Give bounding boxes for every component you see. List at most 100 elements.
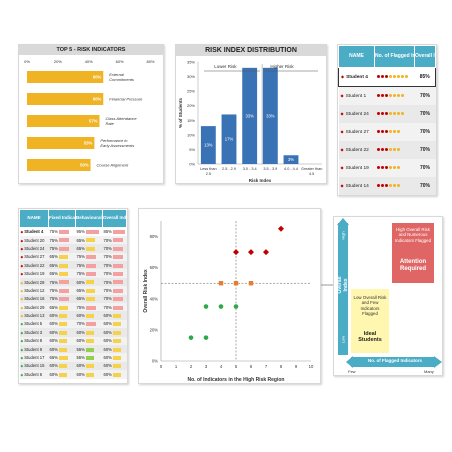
scatter-point[interactable] [278, 225, 284, 232]
table-row[interactable]: ◆Student 29 65% 75% 70% [19, 303, 127, 312]
scatter-point[interactable] [218, 304, 224, 309]
scatter-point[interactable] [248, 249, 254, 256]
scatter-point[interactable] [203, 335, 209, 340]
table-row[interactable]: ◆Student 6 60% 60% 60% [19, 370, 127, 379]
value-bar [112, 297, 123, 302]
flag-dot-icon [376, 166, 380, 170]
flag-dot-icon [384, 184, 388, 188]
fixed-cell: 75% [49, 278, 76, 286]
flag-dot-icon [388, 75, 392, 79]
col-flagged[interactable]: No. of Flagged Indicators [374, 45, 415, 68]
scatter-point[interactable] [248, 281, 254, 286]
student-name-cell: ◆ Student 1 [339, 87, 375, 106]
table-row[interactable]: ◆Student 29 70% [339, 195, 436, 196]
value-bar [112, 263, 123, 268]
fixed-cell: 65% [49, 269, 76, 277]
table-row[interactable]: ◆Student 22 65% 75% 70% [19, 261, 127, 270]
fixed-cell-value: 60% [49, 338, 58, 344]
x-tick-label: 5 [235, 364, 238, 369]
status-dot-icon: ◆ [20, 372, 24, 377]
student-name-cell: ◆Student 13 [20, 311, 49, 319]
behavioural-cell: 60% [76, 362, 103, 370]
col-name[interactable]: NAME [19, 209, 49, 228]
scatter-point[interactable] [263, 249, 269, 256]
table-row[interactable]: ◆ Student 1 70% [338, 86, 436, 106]
flag-dot-icon [388, 184, 392, 188]
value-bar [112, 364, 122, 369]
behavioural-cell-value: 55% [76, 346, 85, 352]
value-bar [85, 372, 95, 377]
x-tick-label: 2 [190, 364, 193, 369]
table-row[interactable]: ◆Student 17 65% 55% 60% [19, 353, 127, 362]
axis-low-label: Low [340, 335, 346, 344]
table-row[interactable]: ◆Student 27 65% 75% 70% [19, 252, 127, 262]
student-name-cell: ◆Student 4 [20, 228, 49, 236]
col-overall-index[interactable]: Overall Index [414, 45, 436, 68]
table-row[interactable]: ◆ Student 27 70% [338, 123, 436, 141]
scatter-point[interactable] [233, 249, 239, 256]
value-bar [112, 255, 123, 260]
table-row[interactable]: ◆Student 28 75% 60% 70% [19, 277, 127, 287]
bar [283, 155, 299, 164]
table-row[interactable]: ◆Student 19 65% 75% 70% [19, 269, 127, 278]
table-row[interactable]: ◆Student 12 75% 65% 70% [19, 286, 127, 295]
table-row[interactable]: ◆Student 24 75% 65% 70% [19, 244, 127, 253]
table-row[interactable]: ◆ Student 4 85% [338, 67, 436, 87]
behavioural-cell-value: 75% [76, 304, 85, 310]
y-axis-label: % of Students [178, 98, 183, 128]
scatter-point[interactable] [233, 281, 239, 286]
ideal-students-label: Ideal Students [358, 331, 382, 343]
table-row[interactable]: ◆Student 16 75% 65% 70% [19, 294, 127, 304]
fixed-cell-value: 75% [49, 245, 58, 251]
x-tick-label: 4 [220, 364, 223, 369]
table-row[interactable]: ◆ Student 22 70% [338, 141, 436, 159]
student-name-cell: ◆Student 29 [339, 195, 375, 196]
table-row[interactable]: ◆Student 8 60% 60% 60% [19, 336, 127, 345]
overall-index-cell: 70% [419, 129, 430, 135]
table-row[interactable]: ◆ Student 19 70% [338, 159, 436, 177]
fixed-cell: 60% [49, 311, 76, 319]
table-row[interactable]: ◆Student 9 60% 55% 60% [19, 344, 127, 354]
status-dot-icon: ◆ [340, 183, 344, 188]
table-row[interactable]: ◆Student 15 60% 60% 60% [19, 361, 127, 371]
student-name: Student 17 [24, 355, 45, 361]
col-name[interactable]: NAME [338, 45, 375, 68]
col-fixed[interactable]: Fixed Indicators [48, 209, 76, 228]
col-behavioural[interactable]: Behavioural Indicators [75, 209, 103, 228]
overall-cell-value: 70% [103, 287, 112, 293]
bar-value-label: 60% [93, 97, 102, 102]
behavioural-cell: 65% [76, 286, 103, 294]
status-dot-icon: ◆ [20, 255, 24, 260]
scatter-point[interactable] [218, 281, 224, 286]
behavioural-cell: 75% [76, 269, 103, 277]
table-row[interactable]: ◆ Student 14 70% [338, 177, 436, 195]
flag-dot-icon [404, 75, 408, 79]
x-tick-label: 6 [250, 364, 253, 369]
table-row[interactable]: ◆Student 20 75% 65% 70% [19, 235, 127, 245]
scatter-point[interactable] [188, 335, 194, 340]
value-bar [58, 339, 68, 344]
table-row[interactable]: ◆Student 5 60% 70% 60% [19, 319, 127, 329]
table-row[interactable]: ◆Student 4 75% 95% 85% [19, 227, 127, 236]
overall-cell-value: 85% [103, 229, 112, 235]
axis-label-flagged: No. of Flagged Indicators [367, 358, 422, 363]
table-row[interactable]: ◆Student 3 60% 60% 60% [19, 328, 127, 337]
table-row[interactable]: ◆ Student 24 70% [338, 105, 436, 123]
value-bar [85, 280, 95, 285]
table-row[interactable]: ◆Student 13 60% 60% 60% [19, 311, 127, 320]
status-dot-icon: ◆ [20, 230, 24, 235]
behavioural-cell: 60% [76, 328, 103, 336]
value-bar [85, 355, 94, 360]
scatter-point[interactable] [203, 304, 209, 309]
student-name-cell: ◆Student 15 [20, 362, 49, 370]
flag-dot-icon [380, 130, 384, 134]
overall-index-cell: 85% [419, 74, 430, 80]
lower-risk-label: Lower Risk [214, 64, 237, 69]
flag-dot-icon [396, 166, 400, 170]
status-dot-icon: ◆ [340, 165, 344, 170]
col-overall[interactable]: Overall Index [102, 209, 127, 228]
scatter-point[interactable] [233, 304, 239, 309]
flag-dot-icon [388, 166, 392, 170]
overall-cell: 70% [103, 278, 127, 286]
